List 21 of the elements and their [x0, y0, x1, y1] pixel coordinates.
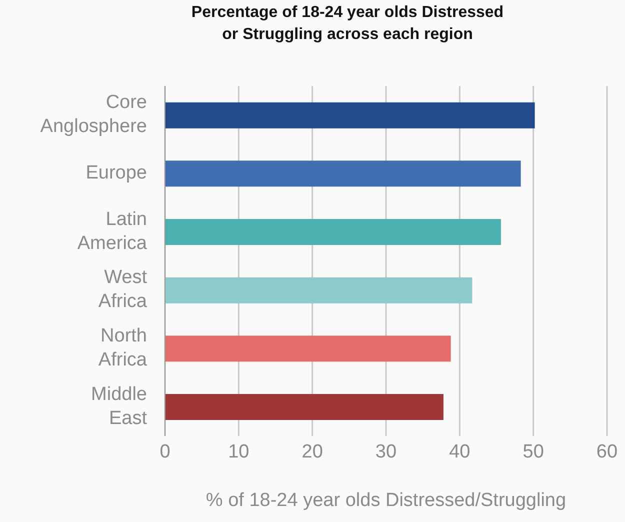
y-tick-label: North Africa — [98, 326, 148, 371]
y-tick-label: Core Anglosphere — [40, 92, 147, 138]
x-tick-label: 30 — [375, 441, 397, 462]
x-tick-label: 0 — [160, 441, 170, 462]
y-tick-label: Europe — [86, 162, 147, 184]
y-tick-label: West Africa — [98, 267, 148, 312]
bar — [165, 160, 521, 187]
bar — [165, 394, 444, 420]
bar — [165, 336, 451, 362]
y-tick-label: Middle East — [91, 384, 148, 429]
x-tick-label: 60 — [596, 441, 618, 462]
y-tick-label: Latin America — [77, 208, 148, 254]
x-axis-title: % of 18-24 year olds Distressed/Struggling — [206, 490, 566, 511]
x-tick-label: 50 — [522, 441, 544, 462]
x-tick-label: 10 — [228, 441, 250, 462]
x-tick-label: 40 — [449, 441, 470, 462]
bar — [165, 219, 501, 245]
x-tick-label: 20 — [302, 441, 323, 462]
chart-title: Percentage of 18-24 year olds Distressed or Struggling across each region — [190, 3, 505, 45]
bar — [165, 277, 472, 304]
bar — [165, 102, 535, 128]
